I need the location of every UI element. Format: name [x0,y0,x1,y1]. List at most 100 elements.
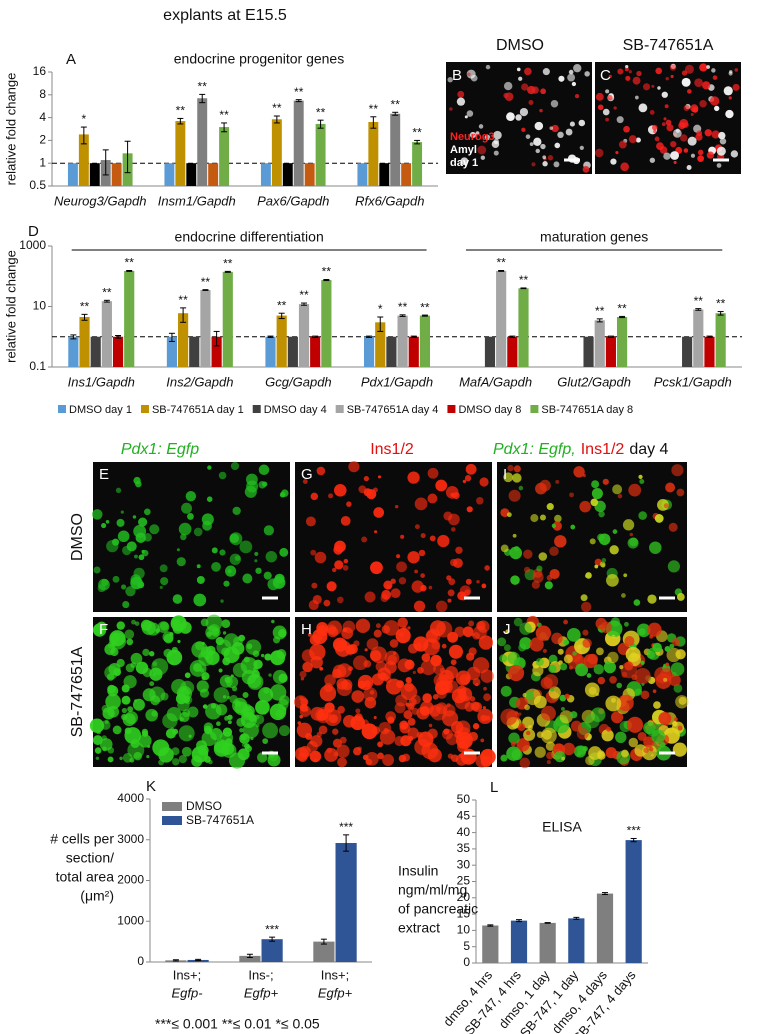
y-tick-label: 2000 [117,873,144,887]
cell [210,703,217,709]
error-bar [695,308,702,311]
cell [179,621,192,634]
cell [403,710,413,720]
cell [132,515,137,519]
cell [417,667,424,674]
cell [507,464,514,472]
cell [575,663,589,677]
bar [315,123,326,186]
cell [304,708,309,712]
bar [166,336,178,367]
cell [437,534,450,548]
bar [276,315,287,367]
cell [390,578,396,584]
bar [124,270,135,367]
cell [125,586,136,597]
cell [485,64,491,70]
panel-letter: I [503,466,507,483]
bar [211,336,222,367]
cell [628,737,639,748]
cell [603,661,616,674]
y-axis-label: # cells per [50,831,114,847]
cell [155,628,160,634]
bar [90,336,101,367]
x-tick-label: Ins-; [248,967,273,982]
cell [499,654,508,663]
cell [165,728,177,739]
cell [605,117,609,122]
error-bar [295,99,302,103]
significance: ** [201,275,211,289]
cell [252,650,260,657]
x-tick-label: Ins1/Gapdh [68,374,135,389]
cell [425,630,438,643]
bar [583,336,594,367]
x-tick-label: Pdx1/Gapdh [361,374,433,389]
bar [219,127,230,186]
cell [668,522,678,532]
cell [255,700,270,715]
cell [420,584,427,592]
cell [542,161,548,167]
cell [683,122,689,128]
cell [234,555,241,561]
cell [421,742,439,760]
cell [363,476,370,482]
cell [277,698,289,710]
y-tick-label: 10 [457,923,471,937]
legend-swatch [162,802,182,811]
cell [135,532,146,543]
cell [519,107,529,117]
cell [479,477,489,487]
cell [672,638,680,646]
cell [532,571,544,583]
error-bar [269,936,276,942]
cell [535,148,540,154]
cell [623,125,630,133]
cell [414,569,418,574]
cell [519,622,532,635]
cell [595,692,599,697]
cell [470,74,478,82]
cell [366,489,377,500]
cell [255,567,262,574]
cell [275,709,285,718]
y-tick-label: 0 [137,954,144,968]
cell [452,491,460,500]
bar [507,336,518,367]
cell [299,714,304,719]
bar [596,893,614,963]
error-bar [520,287,527,290]
cell [195,641,204,651]
error-bar [81,313,88,321]
bar [282,163,293,186]
cell [200,618,209,627]
cell [223,580,230,587]
cell [512,533,517,538]
significance: ** [322,265,332,279]
cell [355,708,361,714]
cell [576,752,581,757]
column-header: Pdx1: Egfp [121,441,199,458]
cell [557,648,564,655]
error-bar [421,314,428,317]
cell [638,511,647,520]
cell [366,638,379,651]
cell [597,104,604,111]
cell [506,512,512,518]
cell [333,484,347,497]
y-tick-label: 2 [39,133,46,147]
cell [251,670,260,679]
cell [328,709,332,713]
cell [633,599,641,606]
y-axis-label: Insulin [398,863,438,879]
cell [126,638,134,646]
cell [429,535,436,542]
legend-swatch [162,816,182,825]
cell [332,637,348,652]
cell [364,696,377,709]
cell [611,634,616,639]
cell [559,710,573,724]
cell [654,514,664,523]
cell [732,83,740,91]
